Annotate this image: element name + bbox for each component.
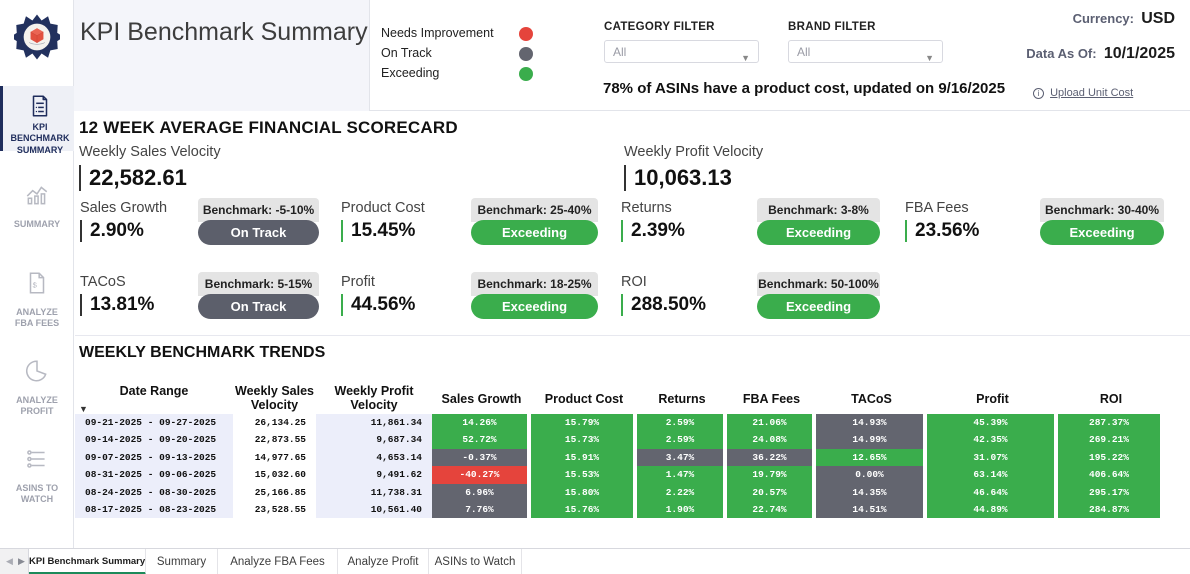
svg-text:$: $ <box>33 280 38 289</box>
